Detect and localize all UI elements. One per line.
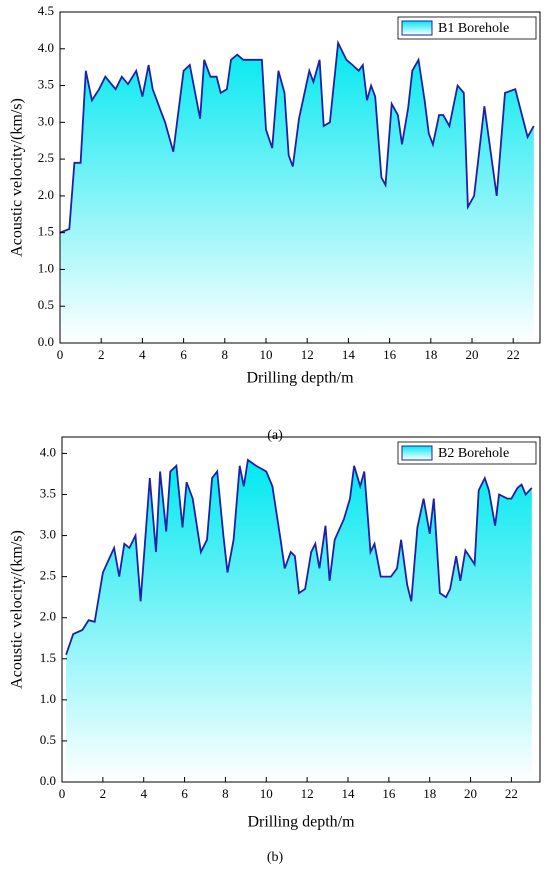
x-tick-label: 8 [222, 786, 229, 801]
x-tick-label: 0 [57, 347, 64, 362]
y-tick-label: 1.5 [40, 650, 56, 665]
y-tick-label: 2.0 [38, 187, 54, 202]
y-tick-label: 3.5 [38, 77, 54, 92]
line [65, 458, 533, 655]
y-tick-label: 2.5 [38, 150, 54, 165]
x-tick-label: 22 [505, 786, 518, 801]
y-tick-label: 3.0 [38, 113, 54, 128]
legend-swatch [401, 20, 433, 36]
y-tick-label: 1.0 [40, 691, 56, 706]
y-axis-title: Acoustic velocity/(km/s) [9, 98, 26, 257]
x-tick-label: 12 [301, 347, 314, 362]
x-tick-label: 18 [423, 786, 436, 801]
y-tick-label: 4.5 [38, 3, 54, 18]
caption: (a) [267, 428, 283, 443]
line [59, 39, 535, 234]
plot-frame [61, 436, 541, 783]
y-tick-label: 2.0 [40, 609, 56, 624]
y-tick-label: 4.0 [38, 40, 54, 55]
y-tick-label: 0.0 [40, 773, 56, 788]
x-axis-title: Drilling depth/m [246, 370, 354, 387]
x-tick-label: 16 [382, 786, 396, 801]
plot-frame [59, 11, 541, 344]
x-tick-label: 2 [100, 786, 107, 801]
x-axis-title: Drilling depth/m [247, 814, 355, 831]
y-tick-label: 0.0 [38, 334, 54, 349]
area [66, 460, 532, 782]
x-tick-label: 8 [222, 347, 229, 362]
area [60, 42, 534, 344]
y-tick-label: 3.0 [40, 527, 56, 542]
x-tick-label: 20 [464, 786, 477, 801]
x-tick-label: 6 [181, 786, 188, 801]
x-tick-label: 4 [139, 347, 146, 362]
x-tick-label: 4 [140, 786, 147, 801]
x-tick-label: 14 [341, 786, 355, 801]
legend-label: B1 Borehole [438, 21, 509, 36]
y-tick-label: 0.5 [38, 297, 54, 312]
caption: (b) [267, 850, 284, 865]
x-tick-label: 10 [260, 786, 273, 801]
x-tick-label: 20 [466, 347, 479, 362]
y-tick-label: 1.5 [38, 224, 54, 239]
y-tick-label: 3.5 [40, 485, 56, 500]
legend-label: B2 Borehole [438, 446, 509, 461]
x-tick-label: 18 [424, 347, 437, 362]
x-tick-label: 0 [59, 786, 66, 801]
legend-swatch [401, 445, 433, 461]
y-tick-label: 0.5 [40, 732, 56, 747]
x-tick-label: 2 [98, 347, 105, 362]
x-tick-label: 14 [342, 347, 356, 362]
y-tick-label: 2.5 [40, 568, 56, 583]
y-tick-label: 4.0 [40, 444, 56, 459]
y-tick-label: 1.0 [38, 260, 54, 275]
x-tick-label: 6 [180, 347, 187, 362]
x-tick-label: 16 [383, 347, 397, 362]
y-axis-title: Acoustic velocity/(km/s) [9, 530, 26, 689]
x-tick-label: 10 [260, 347, 273, 362]
x-tick-label: 22 [507, 347, 520, 362]
x-tick-label: 12 [301, 786, 314, 801]
